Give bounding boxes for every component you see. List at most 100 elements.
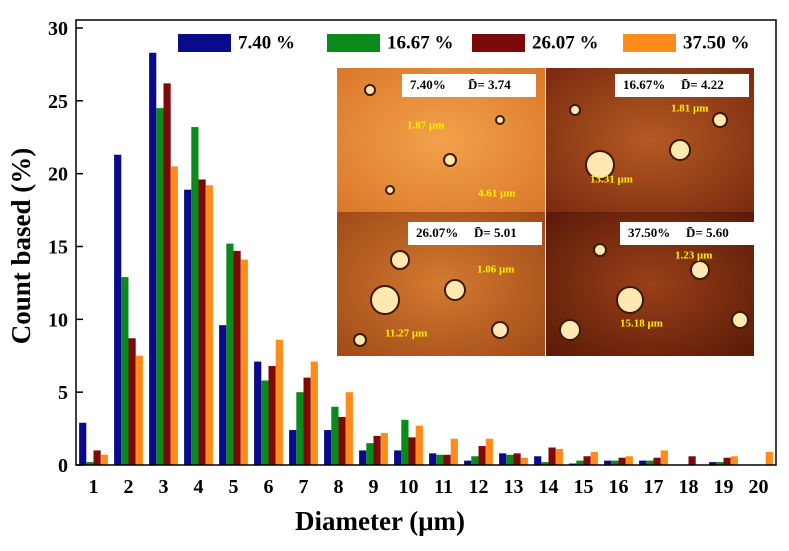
panel-mean: D̄= 5.01 <box>474 225 517 240</box>
bar <box>576 460 584 465</box>
bar <box>401 419 409 465</box>
x-tick-label: 16 <box>609 476 629 498</box>
panel-fraction: 16.67% <box>623 77 665 92</box>
legend-swatch <box>178 34 231 52</box>
bar <box>254 361 262 465</box>
droplet <box>712 112 728 128</box>
bar <box>646 460 654 465</box>
plot-frame <box>75 19 777 466</box>
legend-label: 7.40 % <box>238 32 295 53</box>
bar <box>436 454 444 465</box>
panel-fraction: 7.40% <box>410 77 446 92</box>
panel-mean: D̄= 3.74 <box>468 77 511 92</box>
bar <box>730 456 738 465</box>
bar <box>226 243 234 465</box>
droplet <box>731 311 749 329</box>
bar <box>240 259 248 465</box>
bar <box>464 460 472 465</box>
x-tick-label: 13 <box>504 476 524 498</box>
bar <box>303 377 311 465</box>
legend-label: 26.07 % <box>532 32 599 53</box>
bar <box>366 443 374 465</box>
bar <box>100 454 108 465</box>
bar <box>156 108 164 465</box>
droplet <box>364 84 376 96</box>
x-axis-label: Diameter (μm) <box>295 506 465 536</box>
droplet <box>491 321 509 339</box>
x-tick-label: 20 <box>749 476 769 498</box>
bar <box>625 456 633 465</box>
legend-swatch <box>327 34 380 52</box>
label-box <box>402 74 536 97</box>
droplet <box>585 150 615 180</box>
y-tick-label: 30 <box>48 18 68 40</box>
bar <box>555 448 563 465</box>
bar <box>765 451 773 465</box>
bar <box>583 456 591 465</box>
bar <box>114 154 122 466</box>
x-tick-label: 7 <box>299 476 309 498</box>
bar <box>723 457 731 465</box>
droplet <box>559 319 581 341</box>
x-tick-label: 2 <box>124 476 134 498</box>
bar <box>331 406 339 465</box>
x-tick-label: 17 <box>644 476 664 498</box>
bar <box>184 189 192 465</box>
bar <box>163 83 171 465</box>
size-label: 1.87 μm <box>407 120 444 132</box>
bar <box>478 446 486 465</box>
bar <box>471 456 479 465</box>
x-tick-label: 11 <box>434 476 453 498</box>
label-box <box>615 74 749 97</box>
bar <box>135 355 143 465</box>
bar <box>429 453 437 465</box>
y-tick-label: 20 <box>48 164 68 186</box>
bar <box>590 451 598 465</box>
bar <box>513 453 521 465</box>
label-box <box>408 222 542 245</box>
bar <box>86 462 94 465</box>
bar <box>380 432 388 465</box>
bar <box>198 179 206 465</box>
panel-fraction: 37.50% <box>628 225 670 240</box>
panel-fraction: 26.07% <box>416 225 458 240</box>
bar <box>653 457 661 465</box>
x-tick-label: 8 <box>334 476 344 498</box>
legend-swatch <box>623 34 676 52</box>
x-tick-label: 9 <box>369 476 379 498</box>
y-axis-label: Count based (%) <box>6 148 36 345</box>
droplet <box>569 104 581 116</box>
bar <box>639 460 647 465</box>
bar <box>520 457 528 465</box>
bar <box>268 365 276 465</box>
bar <box>233 250 241 465</box>
droplet <box>495 115 505 125</box>
x-tick-label: 12 <box>469 476 489 498</box>
bar <box>345 392 353 465</box>
size-label: 1.06 μm <box>477 264 514 276</box>
y-tick-label: 0 <box>58 455 68 477</box>
bar <box>275 339 283 465</box>
bar <box>611 460 619 465</box>
droplet <box>690 260 710 280</box>
y-tick-label: 15 <box>48 237 68 259</box>
bar <box>450 438 458 465</box>
legend-label: 16.67 % <box>387 32 454 53</box>
bar <box>408 437 416 465</box>
bar <box>415 425 423 465</box>
x-tick-label: 3 <box>159 476 169 498</box>
y-tick-label: 25 <box>48 91 68 113</box>
droplet <box>593 243 607 257</box>
bar <box>191 127 199 465</box>
bar <box>660 450 668 465</box>
x-tick-label: 14 <box>539 476 559 498</box>
bar <box>485 438 493 465</box>
bar <box>79 422 87 465</box>
x-tick-label: 15 <box>574 476 594 498</box>
x-tick-label: 1 <box>89 476 99 498</box>
bar <box>534 456 542 465</box>
droplet <box>385 185 395 195</box>
droplet <box>370 285 400 315</box>
bar <box>709 462 717 465</box>
